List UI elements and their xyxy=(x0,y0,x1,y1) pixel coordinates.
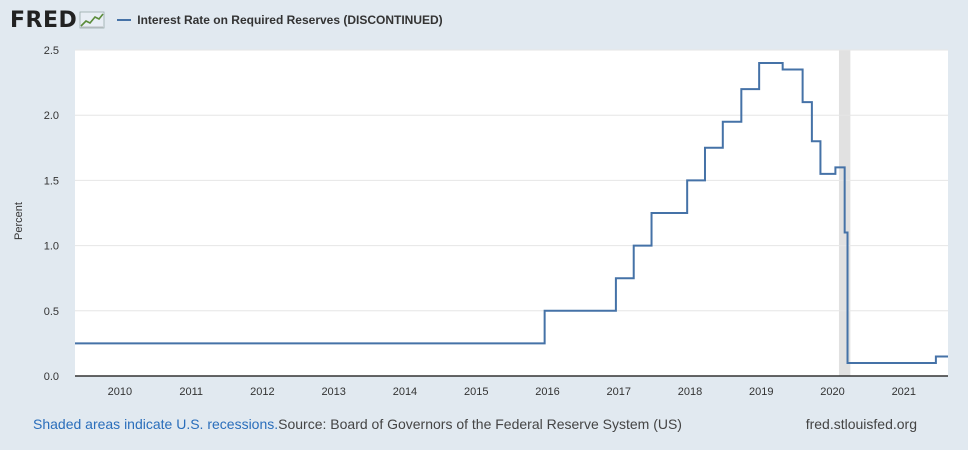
x-tick-label: 2010 xyxy=(108,386,132,398)
x-tick-label: 2017 xyxy=(607,386,631,398)
y-tick-label: 2.0 xyxy=(44,110,59,122)
x-tick-label: 2018 xyxy=(678,386,702,398)
x-tick-label: 2021 xyxy=(892,386,916,398)
y-tick-label: 0.0 xyxy=(44,371,59,383)
chart-header: FRED Interest Rate on Required Reserves … xyxy=(10,7,443,33)
x-tick-label: 2011 xyxy=(179,386,203,398)
x-tick-label: 2019 xyxy=(749,386,773,398)
x-tick-label: 2012 xyxy=(250,386,274,398)
y-tick-label: 2.5 xyxy=(44,45,59,57)
x-tick-label: 2016 xyxy=(535,386,559,398)
logo-text: FRED xyxy=(10,7,78,33)
x-tick-label: 2013 xyxy=(321,386,345,398)
footer-note: Shaded areas indicate U.S. recessions.So… xyxy=(33,416,682,432)
site-credit: fred.stlouisfed.org xyxy=(805,416,917,432)
x-tick-label: 2014 xyxy=(393,386,417,398)
source-text: Source: Board of Governors of the Federa… xyxy=(278,416,682,432)
recession-link[interactable]: Shaded areas indicate U.S. recessions. xyxy=(33,416,279,432)
fred-logo[interactable]: FRED xyxy=(10,8,105,33)
legend-series-title: Interest Rate on Required Reserves (DISC… xyxy=(137,13,443,27)
plot-background xyxy=(75,50,948,376)
chart-area: 0.0 0.5 1.0 1.5 2.0 2.5 2010 2011 2012 2013 2014 20… xyxy=(13,45,948,398)
y-tick-label: 0.5 xyxy=(44,306,59,318)
x-tick-label: 2020 xyxy=(820,386,844,398)
y-tick-label: 1.5 xyxy=(44,175,59,187)
x-tick-label: 2015 xyxy=(464,386,488,398)
chart-line-icon xyxy=(79,11,105,29)
series-line xyxy=(75,62,948,364)
y-axis-label: Percent xyxy=(13,202,25,240)
legend: Interest Rate on Required Reserves (DISC… xyxy=(117,13,443,27)
y-tick-label: 1.0 xyxy=(44,241,59,253)
legend-swatch xyxy=(117,19,132,21)
